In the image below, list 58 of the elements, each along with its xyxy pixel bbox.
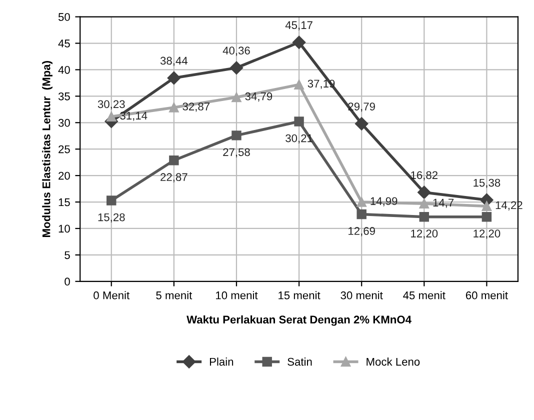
legend-label: Satin — [288, 358, 312, 366]
x-tick-label: 30 menit — [340, 291, 383, 300]
data-label: 12,20 — [474, 230, 500, 239]
y-tick-label: 30 — [58, 118, 70, 127]
x-tick-label: 45 menit — [403, 291, 446, 300]
point — [106, 112, 116, 122]
point — [169, 102, 179, 112]
point — [355, 117, 368, 130]
x-tick-label: 60 menit — [466, 291, 508, 300]
y-tick-label: 0 — [64, 278, 70, 286]
data-label: 30,23 — [98, 100, 125, 110]
data-label: 12,69 — [348, 227, 375, 236]
point — [232, 130, 242, 140]
data-label: 12,20 — [411, 230, 438, 239]
data-label: 40,36 — [222, 46, 250, 56]
x-tick-label: 10 menit — [216, 291, 258, 300]
point — [230, 61, 244, 74]
point — [482, 212, 492, 222]
point — [419, 212, 430, 222]
data-label: 32,87 — [182, 102, 210, 112]
data-label: 34,79 — [245, 92, 272, 102]
y-tick-label: 40 — [58, 66, 70, 74]
point — [356, 209, 366, 220]
x-tick-label: 0 Menit — [94, 291, 130, 300]
y-tick-label: 25 — [58, 145, 70, 154]
x-axis-title: Waktu Perlakuan Serat Dengan 2% KMnO4 — [186, 315, 412, 326]
y-tick-label: 20 — [58, 172, 70, 180]
point — [169, 156, 179, 166]
data-label: 45,17 — [285, 21, 312, 30]
point — [294, 116, 304, 126]
data-label: 15,28 — [98, 213, 125, 223]
point — [232, 92, 242, 102]
point — [294, 80, 304, 90]
y-tick-label: 10 — [58, 224, 70, 233]
point — [419, 198, 430, 208]
legend-label: Plain — [210, 358, 234, 366]
data-label: 15,38 — [474, 178, 500, 188]
y-tick-label: 50 — [58, 13, 70, 21]
point — [482, 201, 492, 212]
y-tick-label: 5 — [64, 251, 70, 260]
x-tick-label: 15 menit — [278, 291, 320, 300]
data-label: 27,58 — [223, 148, 250, 158]
y-tick-label: 45 — [58, 40, 70, 48]
data-label: 31,14 — [120, 112, 148, 121]
y-tick-label: 15 — [58, 198, 70, 206]
x-tick-label: 5 menit — [156, 291, 192, 300]
point — [106, 196, 116, 206]
legend-label: Mock Leno — [366, 358, 420, 366]
point — [356, 197, 366, 207]
point — [292, 36, 306, 49]
data-label: 16,82 — [411, 171, 438, 180]
data-label: 22,87 — [160, 173, 188, 182]
y-axis-title: Modulus Elastisitas Lentur (Mpa) — [42, 61, 52, 237]
point — [418, 186, 431, 199]
data-label: 38,44 — [160, 56, 188, 66]
data-label: 14,7 — [433, 198, 454, 208]
y-tick-label: 35 — [58, 92, 70, 100]
point — [167, 71, 181, 85]
